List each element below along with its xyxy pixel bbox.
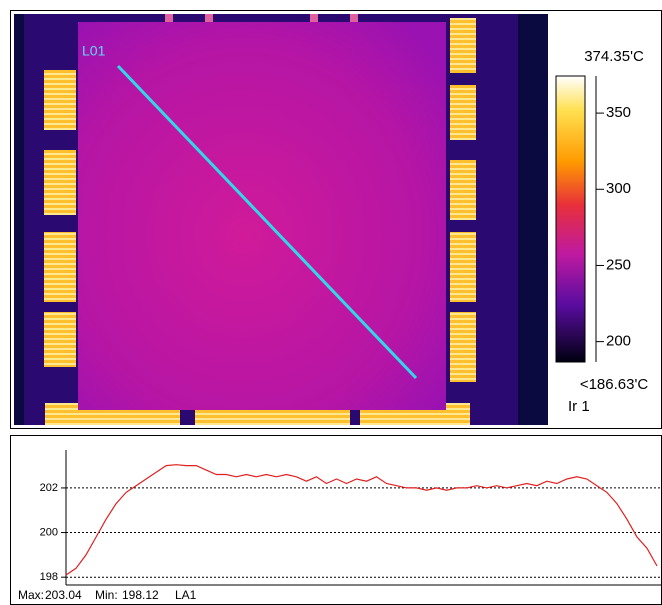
max-value: 203.04 <box>45 588 82 602</box>
colorbar-tick-label: 200 <box>606 333 631 350</box>
line-label: L01 <box>82 43 106 59</box>
profile-panel <box>10 435 662 605</box>
colorbar-tick-label: 350 <box>606 104 631 121</box>
source-label: Ir 1 <box>568 398 590 415</box>
colorbar <box>555 75 586 363</box>
colorbar-tick-label: 300 <box>606 180 631 197</box>
y-tick-label: 198 <box>40 571 58 583</box>
y-tick-label: 202 <box>40 482 58 494</box>
profile-line <box>116 64 418 380</box>
max-label: Max: <box>18 588 44 602</box>
y-tick-label: 200 <box>40 526 58 538</box>
colorbar-max: 374.35'C <box>584 48 644 65</box>
min-value: 198.12 <box>122 588 159 602</box>
min-label: Min: <box>95 588 118 602</box>
profile-line <box>65 464 658 576</box>
profile-name: LA1 <box>175 588 197 602</box>
colorbar-min: <186.63'C <box>580 376 649 393</box>
colorbar-tick-label: 250 <box>606 256 631 273</box>
